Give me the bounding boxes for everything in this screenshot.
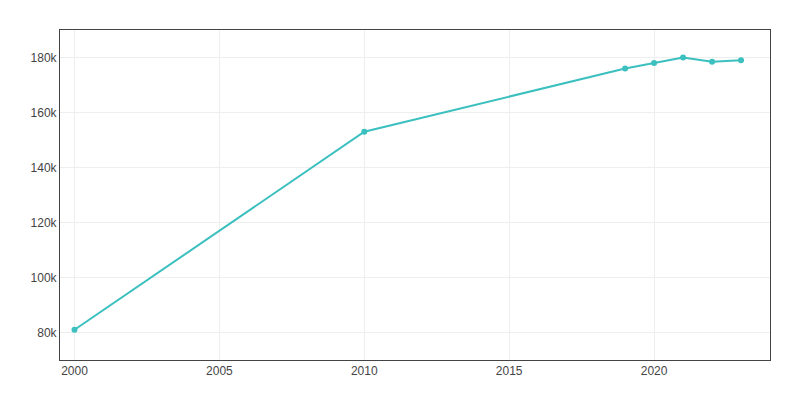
svg-text:2005: 2005: [206, 364, 233, 378]
svg-text:2015: 2015: [496, 364, 523, 378]
svg-text:80k: 80k: [37, 326, 57, 340]
svg-text:160k: 160k: [31, 106, 58, 120]
svg-text:2000: 2000: [61, 364, 88, 378]
svg-text:2010: 2010: [351, 364, 378, 378]
svg-text:100k: 100k: [31, 271, 58, 285]
svg-text:140k: 140k: [31, 161, 58, 175]
svg-text:180k: 180k: [31, 51, 58, 65]
svg-text:2020: 2020: [641, 364, 668, 378]
svg-text:120k: 120k: [31, 216, 58, 230]
